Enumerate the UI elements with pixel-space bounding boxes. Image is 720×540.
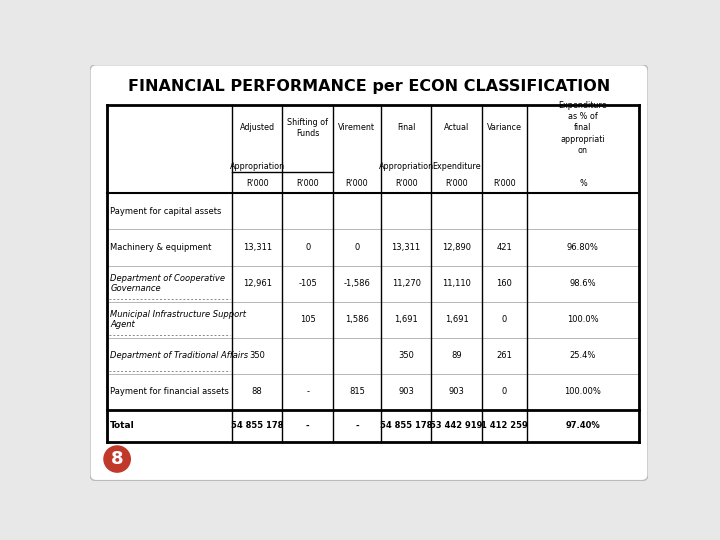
Text: 350: 350 [398, 351, 414, 360]
Text: Department of Cooperative
Governance: Department of Cooperative Governance [110, 274, 225, 293]
Text: %: % [579, 179, 587, 188]
Text: Expenditure: Expenditure [432, 162, 481, 171]
Text: -1,586: -1,586 [343, 279, 370, 288]
Text: 12,890: 12,890 [442, 243, 471, 252]
Text: 100.0%: 100.0% [567, 315, 599, 324]
Text: 1,586: 1,586 [345, 315, 369, 324]
Text: R'000: R'000 [346, 179, 368, 188]
Text: Payment for financial assets: Payment for financial assets [110, 387, 229, 396]
Text: 98.6%: 98.6% [570, 279, 596, 288]
Text: Adjusted: Adjusted [240, 124, 275, 132]
FancyBboxPatch shape [90, 65, 648, 481]
Text: 100.00%: 100.00% [564, 387, 601, 396]
Text: 160: 160 [497, 279, 513, 288]
Text: 12,961: 12,961 [243, 279, 271, 288]
Text: 903: 903 [449, 387, 464, 396]
Text: Final: Final [397, 124, 415, 132]
Text: 350: 350 [249, 351, 265, 360]
Bar [107, 105, 639, 442]
Text: 815: 815 [349, 387, 365, 396]
Text: Appropriation: Appropriation [379, 162, 433, 171]
Text: 0: 0 [502, 315, 507, 324]
Text: 97.40%: 97.40% [565, 421, 600, 430]
Text: Expenditure
as % of
final
appropriati
on: Expenditure as % of final appropriati on [559, 101, 607, 154]
Text: R'000: R'000 [297, 179, 319, 188]
Text: 13,311: 13,311 [243, 243, 272, 252]
Text: 54 855 178: 54 855 178 [380, 421, 432, 430]
Text: Actual: Actual [444, 124, 469, 132]
Text: R'000: R'000 [493, 179, 516, 188]
Text: Payment for capital assets: Payment for capital assets [110, 207, 222, 216]
Text: Machinery & equipment: Machinery & equipment [110, 243, 212, 252]
Text: R'000: R'000 [395, 179, 418, 188]
Text: Variance: Variance [487, 124, 522, 132]
Text: 88: 88 [252, 387, 263, 396]
Text: Virement: Virement [338, 124, 375, 132]
Text: 8: 8 [111, 450, 123, 468]
Text: -: - [355, 421, 359, 430]
Text: 105: 105 [300, 315, 315, 324]
Text: 0: 0 [354, 243, 359, 252]
Text: 0: 0 [305, 243, 310, 252]
Text: 1 412 259: 1 412 259 [481, 421, 528, 430]
Text: 96.80%: 96.80% [567, 243, 599, 252]
Text: 1,691: 1,691 [395, 315, 418, 324]
Circle shape [104, 446, 130, 472]
Text: 903: 903 [398, 387, 414, 396]
Text: 11,110: 11,110 [442, 279, 471, 288]
Text: Appropriation: Appropriation [230, 162, 285, 171]
Text: 89: 89 [451, 351, 462, 360]
Text: 53 442 919: 53 442 919 [431, 421, 483, 430]
Text: R'000: R'000 [246, 179, 269, 188]
Text: Department of Traditional Affairs: Department of Traditional Affairs [110, 351, 248, 360]
Text: 421: 421 [497, 243, 513, 252]
Text: Shifting of
Funds: Shifting of Funds [287, 118, 328, 138]
Text: -105: -105 [298, 279, 317, 288]
Text: 1,691: 1,691 [445, 315, 469, 324]
Text: 261: 261 [497, 351, 513, 360]
Text: 25.4%: 25.4% [570, 351, 596, 360]
Text: 11,270: 11,270 [392, 279, 420, 288]
Text: -: - [306, 387, 310, 396]
Text: 0: 0 [502, 387, 507, 396]
Text: FINANCIAL PERFORMANCE per ECON CLASSIFICATION: FINANCIAL PERFORMANCE per ECON CLASSIFIC… [128, 79, 610, 94]
Text: Total: Total [110, 421, 135, 430]
Text: -: - [306, 421, 310, 430]
Text: Municipal Infrastructure Support
Agent: Municipal Infrastructure Support Agent [110, 310, 246, 329]
Text: 54 855 178: 54 855 178 [231, 421, 284, 430]
Text: R'000: R'000 [445, 179, 468, 188]
Text: 13,311: 13,311 [392, 243, 420, 252]
